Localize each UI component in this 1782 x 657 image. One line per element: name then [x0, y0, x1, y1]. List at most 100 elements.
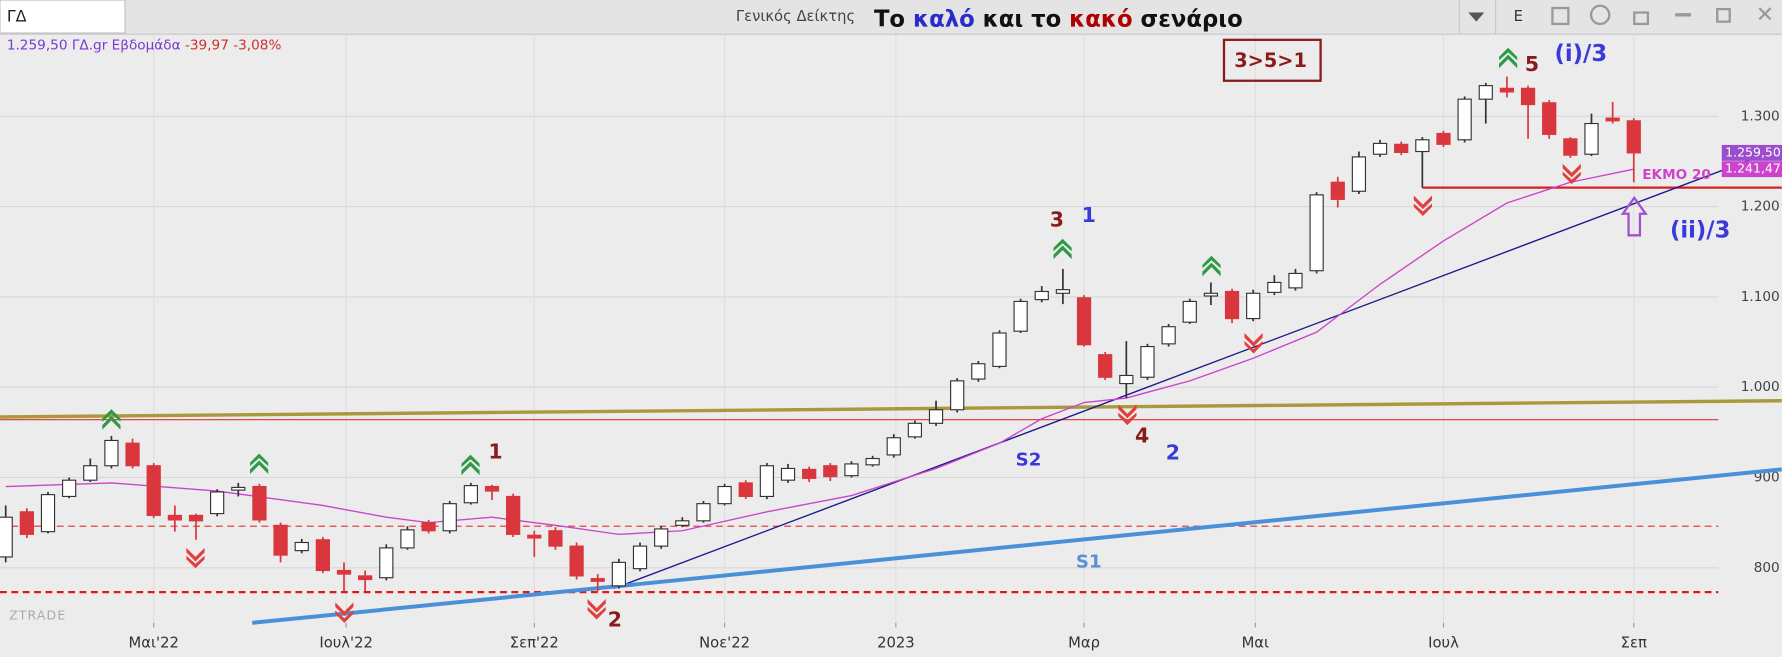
price-tag — [1721, 161, 1782, 178]
x-tick-label: Ιουλ'22 — [319, 634, 373, 651]
lock-icon[interactable] — [1633, 11, 1650, 26]
candle-body — [400, 529, 415, 549]
candle-body — [1372, 142, 1388, 155]
instrument-name: Γενικός Δείκτης — [736, 8, 855, 25]
candle-body — [506, 495, 521, 535]
annotation: 5 — [1525, 52, 1539, 76]
candle-body — [865, 457, 880, 466]
annotation: S1 — [1076, 552, 1102, 573]
candle-body — [252, 485, 267, 521]
title-part: κακό — [1069, 6, 1132, 32]
window-icon[interactable] — [1716, 8, 1731, 23]
x-tick-label: Νοε'22 — [699, 634, 750, 651]
title-part: Το — [874, 6, 913, 32]
candle-body — [886, 437, 901, 456]
candle-body — [125, 442, 140, 467]
candle-body — [273, 524, 288, 556]
candle-body — [802, 468, 817, 479]
x-tick-label: Μαι'22 — [129, 634, 179, 651]
candle-body — [1605, 117, 1620, 122]
candle-body — [1542, 102, 1557, 135]
watermark: ZTRADE — [9, 608, 66, 623]
candle-body — [315, 539, 330, 572]
candle-body — [950, 380, 965, 411]
y-tick-label: 1.100 — [1741, 289, 1780, 305]
y-tick-label: 800 — [1754, 560, 1780, 576]
annotation: S2 — [1016, 449, 1042, 470]
candle-body — [1203, 292, 1219, 297]
candle-body — [759, 465, 775, 498]
annotation: (i)/3 — [1555, 41, 1608, 67]
x-tick-label: Σεπ — [1621, 634, 1647, 651]
candle-body — [1520, 87, 1536, 106]
candle-body — [231, 486, 246, 491]
x-tick-label: Μαι — [1242, 634, 1269, 651]
trend-line — [613, 147, 1782, 590]
annotation: 1 — [488, 439, 502, 463]
candle-body — [569, 545, 584, 577]
quote: 1.259,50 ΓΔ.gr Εβδομάδα — [7, 38, 181, 54]
symbol-input[interactable] — [0, 0, 126, 34]
candle-body — [1563, 138, 1578, 156]
candle-body — [1351, 156, 1367, 192]
change: -39,97 -3,08% — [185, 38, 282, 54]
title-part: σενάριο — [1133, 6, 1243, 32]
candle-body — [19, 511, 34, 535]
quote-info: 1.259,50 ΓΔ.gr Εβδομάδα -39,97 -3,08% — [7, 38, 282, 54]
candle-body — [738, 482, 753, 498]
candle-body — [0, 516, 13, 558]
candle-body — [611, 561, 627, 587]
candle-body — [675, 520, 690, 526]
icon[interactable] — [1589, 4, 1611, 26]
candle-body — [1288, 272, 1303, 289]
e-button[interactable]: E — [1514, 8, 1523, 25]
candle-body — [992, 332, 1007, 367]
hollow-arrow — [1620, 195, 1648, 237]
candle-body — [1224, 290, 1240, 320]
candle-body — [167, 514, 182, 521]
series-label: ΕΚΜΟ 20 — [1642, 167, 1711, 183]
moving-average — [5, 168, 1634, 536]
candle-body — [527, 534, 542, 539]
y-tick-label: 1.300 — [1741, 108, 1780, 124]
annotation: (ii)/3 — [1670, 217, 1730, 243]
candle-body — [907, 422, 923, 438]
candle-body — [421, 522, 436, 532]
candle-body — [83, 465, 98, 481]
trend-line — [252, 467, 1782, 625]
annotation: 1 — [1082, 203, 1096, 227]
annotation: 3>5>1 — [1234, 49, 1307, 72]
candle-body — [40, 494, 56, 533]
candle-body — [1394, 143, 1409, 154]
candle-body — [358, 575, 373, 581]
candle-body — [210, 491, 225, 515]
candle-body — [1013, 300, 1028, 332]
annotation-box — [1222, 38, 1322, 82]
candle-body — [1161, 326, 1176, 345]
candle-body — [1478, 85, 1493, 100]
candle-body — [632, 545, 648, 570]
candle-body — [1119, 374, 1134, 385]
candle-body — [379, 547, 394, 579]
y-tick-label: 1.000 — [1741, 379, 1780, 395]
candle-body — [590, 578, 605, 582]
candle-body — [1267, 281, 1282, 293]
candle-body — [548, 530, 563, 547]
title-part: και το — [975, 6, 1069, 32]
candle-body — [1140, 345, 1155, 378]
candle-body — [1182, 300, 1197, 323]
header-bar — [0, 0, 1782, 35]
x-tick-label: Σεπ'22 — [510, 634, 559, 651]
candle-body — [146, 465, 161, 516]
candle-body — [1626, 120, 1641, 154]
x-tick-label: 2023 — [877, 634, 915, 651]
candle-body — [823, 465, 838, 478]
y-tick-label: 1.200 — [1741, 199, 1780, 215]
x-tick-label: Ιουλ — [1428, 634, 1459, 651]
dropdown-icon[interactable] — [1468, 12, 1485, 22]
annotation: 3 — [1050, 208, 1064, 232]
icon[interactable] — [1551, 6, 1570, 26]
close-icon[interactable] — [1758, 7, 1772, 21]
